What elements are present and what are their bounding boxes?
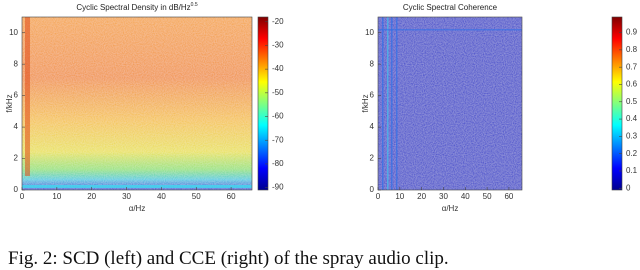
title-text: Cyclic Spectral Density in dB/Hz: [76, 3, 190, 12]
colorbar-tick-label: -60: [272, 112, 284, 121]
colorbar-tick-label: -20: [272, 17, 284, 26]
x-tick-label: 50: [192, 192, 201, 201]
colorbar-tick-label: -50: [272, 88, 284, 97]
plot-frame: [377, 16, 523, 191]
y-tick-label: 4: [14, 122, 19, 131]
x-tick-label: 30: [122, 192, 131, 201]
colorbar-tick-label: -80: [272, 159, 284, 168]
colorbar-tick-label: 0.6: [626, 80, 638, 89]
colorbar-tick-label: 0.7: [626, 62, 638, 71]
y-tick-label: 8: [14, 59, 19, 68]
x-tick-label: 20: [417, 192, 426, 201]
plot-frame: [21, 16, 253, 191]
heatmap-stripe: [378, 29, 522, 31]
x-tick-label: 10: [52, 192, 61, 201]
plot-title: Cyclic Spectral Density in dB/Hz0.5: [76, 2, 197, 12]
heatmap-stripe: [396, 17, 398, 190]
colorbar-tick-label: 0.9: [626, 28, 638, 37]
y-axis-label: f/kHz: [361, 94, 370, 112]
heatmap-stripe: [387, 17, 389, 190]
y-tick-label: 8: [370, 59, 375, 68]
heatmap-stripe: [391, 17, 393, 190]
x-axis-label: α/Hz: [129, 204, 146, 213]
heatmap-stripe: [382, 17, 384, 190]
y-tick-label: 0: [14, 185, 19, 194]
colorbar-tick-label: -70: [272, 135, 284, 144]
colorbar-tick-label: 0.3: [626, 131, 638, 140]
y-axis-label: f/kHz: [5, 94, 14, 112]
colorbar-tick-label: -90: [272, 183, 284, 192]
x-tick-label: 10: [395, 192, 404, 201]
colorbar-tick-label: 0: [626, 183, 631, 192]
y-tick-label: 2: [14, 154, 19, 163]
y-tick-label: 10: [365, 28, 374, 37]
heatmap-stripe: [25, 17, 30, 176]
heatmap-baseline: [22, 185, 252, 188]
x-tick-label: 0: [376, 192, 381, 201]
x-tick-label: 20: [87, 192, 96, 201]
x-tick-label: 60: [227, 192, 236, 201]
x-tick-label: 40: [157, 192, 166, 201]
x-tick-label: 60: [504, 192, 513, 201]
colorbar-tick-label: -40: [272, 64, 284, 73]
y-tick-label: 6: [14, 91, 19, 100]
heatmap-image: [378, 17, 522, 190]
y-tick-label: 0: [370, 185, 375, 194]
y-tick-label: 6: [370, 91, 375, 100]
x-axis-label: α/Hz: [442, 204, 459, 213]
colorbar-tick-label: 0.8: [626, 45, 638, 54]
plot-title: Cyclic Spectral Coherence: [403, 3, 498, 12]
colorbar: [611, 16, 623, 191]
y-tick-label: 4: [370, 122, 375, 131]
x-tick-label: 40: [461, 192, 470, 201]
y-tick-label: 2: [370, 154, 375, 163]
heatmap-image: [22, 17, 252, 190]
title-superscript: 0.5: [191, 2, 198, 8]
x-tick-label: 0: [20, 192, 25, 201]
colorbar-tick-label: -30: [272, 41, 284, 50]
colorbar-tick-label: 0.5: [626, 97, 638, 106]
x-tick-label: 30: [439, 192, 448, 201]
caption: Fig. 2: SCD (left) and CCE (right) of th…: [8, 248, 449, 269]
colorbar-tick-label: 0.1: [626, 166, 638, 175]
x-tick-label: 50: [483, 192, 492, 201]
colorbar-tick-label: 0.4: [626, 114, 638, 123]
y-tick-label: 10: [9, 28, 18, 37]
colorbar: [257, 16, 269, 191]
colorbar-tick-label: 0.2: [626, 149, 638, 158]
